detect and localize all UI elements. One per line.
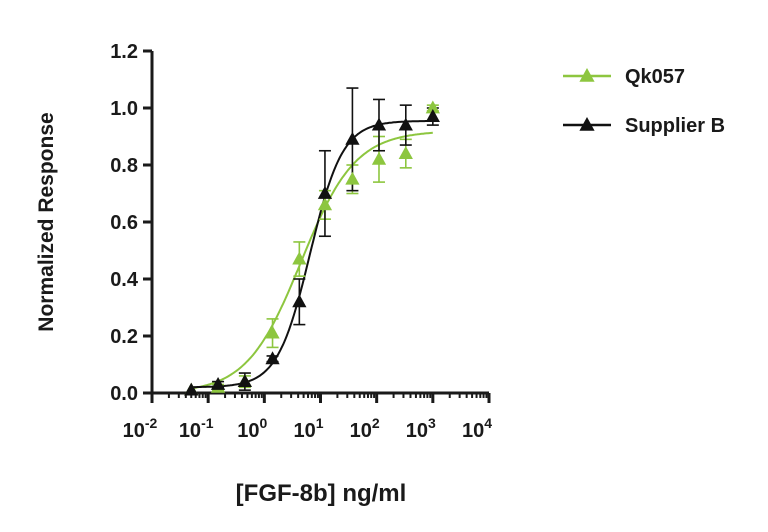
- data-point-series-2: [371, 117, 387, 131]
- data-point-series-2: [265, 351, 280, 365]
- y-tick-label: 1.0: [110, 98, 138, 120]
- x-tick-label: 103: [406, 415, 436, 442]
- data-point-series-2: [398, 117, 413, 131]
- fit-curves: [191, 120, 433, 390]
- error-bars: [212, 87, 439, 391]
- data-point-series-1: [345, 171, 360, 185]
- legend-label: Qk057: [625, 66, 685, 88]
- data-point-series-1: [292, 251, 307, 265]
- legend-label: Supplier B: [625, 115, 725, 137]
- data-point-series-1: [425, 100, 440, 114]
- data-point-series-1: [398, 146, 413, 159]
- legend: Qk057 Supplier B: [563, 66, 725, 137]
- y-axis-label: Normalized Response: [35, 112, 58, 331]
- y-tick-label: 0.8: [110, 155, 138, 177]
- x-tick-label: 104: [462, 415, 492, 442]
- data-point-series-1: [265, 325, 280, 339]
- x-tick-label: 101: [293, 415, 323, 442]
- y-tick-label: 0.0: [110, 383, 138, 405]
- x-ticks: 10-2 10-1 100 101 102 103 104: [123, 393, 492, 442]
- x-tick-label: 10-2: [123, 415, 158, 442]
- data-point-series-2: [317, 186, 333, 199]
- y-tick-label: 0.6: [110, 212, 138, 234]
- data-point-series-2: [345, 131, 360, 145]
- y-tick-label: 0.2: [110, 326, 138, 348]
- data-point-series-1: [371, 151, 387, 165]
- data-point-series-2: [184, 382, 199, 396]
- y-tick-label: 0.4: [110, 269, 139, 291]
- y-tick-label: 1.2: [110, 41, 138, 63]
- x-axis-label: [FGF-8b] ng/ml: [236, 480, 407, 507]
- x-tick-label: 102: [350, 415, 380, 442]
- legend-marker: [579, 117, 595, 131]
- data-markers: [184, 100, 440, 396]
- legend-marker: [579, 68, 595, 82]
- axes: [150, 51, 489, 395]
- data-point-series-2: [210, 376, 226, 390]
- x-tick-label: 10-1: [179, 415, 214, 442]
- data-point-series-2: [292, 294, 307, 308]
- x-tick-label: 100: [237, 415, 267, 442]
- data-point-series-2: [237, 374, 252, 387]
- fit-curve-series-1: [191, 131, 433, 390]
- fit-curve-series-2: [191, 120, 433, 389]
- y-ticks: 0.0 0.2 0.4 0.6 0.8 1.0 1.2: [110, 41, 152, 405]
- data-point-series-2: [425, 109, 440, 122]
- data-point-series-1: [317, 197, 333, 211]
